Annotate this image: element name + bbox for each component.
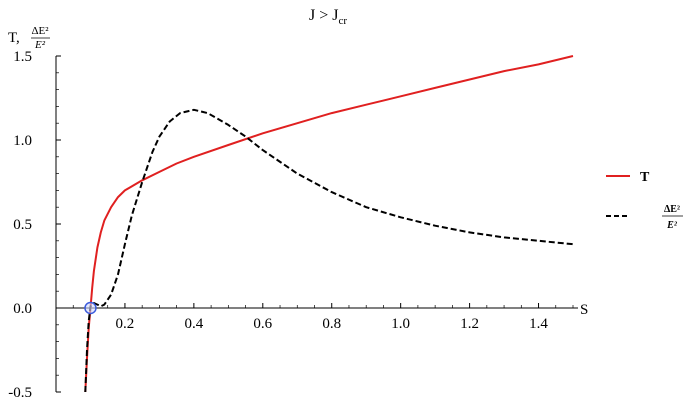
y-tick-label: 1.0 — [13, 133, 32, 149]
legend-fraction-denominator: E² — [666, 220, 678, 231]
legend-fraction-numerator: ΔE² — [664, 204, 680, 215]
crossing-point-marker — [84, 301, 97, 315]
x-tick-label: 0.8 — [322, 316, 341, 332]
y-axis-label-denominator: E² — [34, 39, 46, 51]
x-tick-label: 1.2 — [460, 316, 479, 332]
y-ticks: -0.5 0.0 0.5 1.0 1.5 — [8, 49, 61, 401]
legend-label-t: T — [640, 170, 650, 185]
x-tick-label: 1.4 — [529, 316, 548, 332]
y-axis-label: T, ΔE² E² — [8, 25, 50, 51]
legend-label-delta-e: ΔE² E² — [662, 204, 683, 231]
x-tick-label: 0.6 — [253, 316, 272, 332]
y-tick-label: 0.5 — [13, 217, 32, 233]
series-layer — [84, 55, 574, 393]
legend: T ΔE² E² — [606, 170, 683, 231]
y-tick-label: -0.5 — [8, 385, 32, 401]
svg-text:T,: T, — [8, 30, 20, 46]
x-tick-label: 0.2 — [116, 316, 135, 332]
x-tick-label: 0.4 — [184, 316, 203, 332]
x-tick-label: 1.0 — [391, 316, 410, 332]
series-line-t — [84, 55, 574, 393]
y-tick-label: 1.5 — [13, 49, 32, 65]
x-axis-label: S — [580, 302, 588, 318]
chart-title-subscript: cr — [338, 15, 347, 27]
x-ticks: 0.2 0.4 0.6 0.8 1.0 1.2 1.4 — [72, 303, 574, 332]
y-tick-label: 0.0 — [13, 301, 32, 317]
y-axis-label-numerator: ΔE² — [31, 25, 49, 37]
chart-title: J > Jcr — [309, 7, 347, 27]
series-line-delta-e — [84, 108, 574, 393]
